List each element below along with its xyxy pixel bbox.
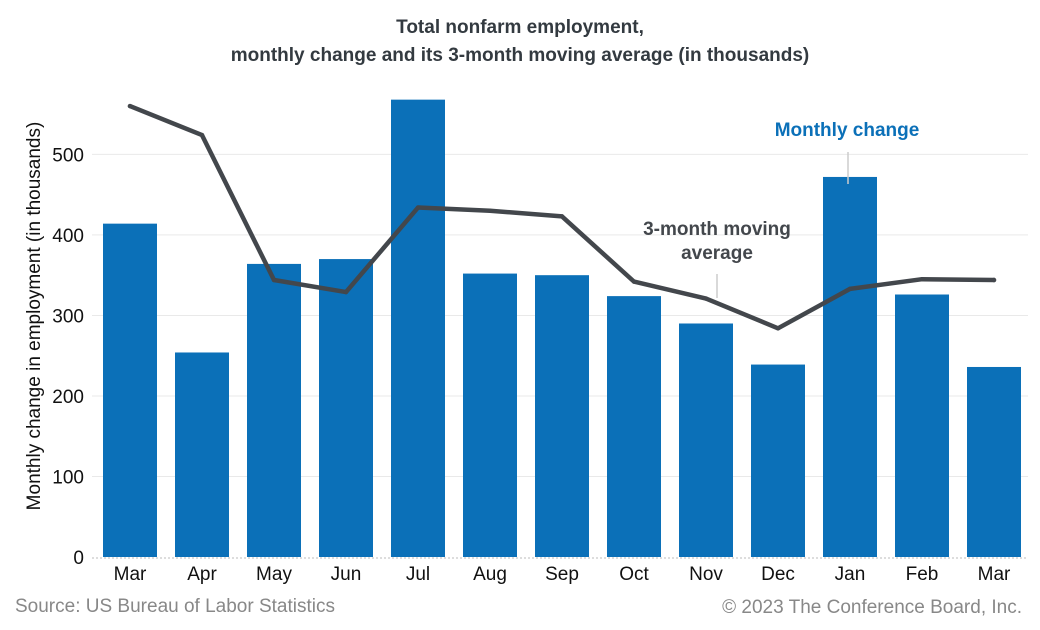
y-axis-ticks: 0 100 200 300 400 500 (52, 145, 84, 569)
moving-average-point-1 (199, 132, 205, 138)
x-tick-label-6: Sep (545, 564, 579, 585)
moving-average-series (127, 103, 997, 331)
x-tick-label-3: Jun (331, 564, 362, 585)
x-tick-label-0: Mar (114, 564, 147, 585)
x-tick-label-9: Dec (761, 564, 795, 585)
bar-jan-10 (823, 176, 877, 557)
moving-average-annotation-line-1: 3-month moving (643, 219, 791, 240)
monthly-change-annotation: Monthly change (775, 120, 920, 141)
moving-average-point-0 (127, 103, 133, 109)
bar-aug-5 (463, 273, 517, 557)
y-tick-label-300: 300 (52, 306, 84, 327)
bar-may-2 (247, 263, 301, 557)
moving-average-point-3 (343, 289, 349, 295)
y-tick-label-0: 0 (73, 548, 84, 569)
moving-average-annotation-line-2: average (681, 243, 753, 264)
x-tick-label-5: Aug (473, 564, 507, 585)
moving-average-point-12 (991, 277, 997, 283)
x-tick-label-12: Mar (978, 564, 1011, 585)
bar-oct-7 (607, 296, 661, 557)
moving-average-point-7 (631, 279, 637, 284)
moving-average-point-2 (271, 277, 277, 283)
moving-average-point-11 (919, 277, 925, 282)
bar-series (103, 99, 1021, 558)
moving-average-point-5 (487, 208, 493, 213)
bar-nov-8 (679, 323, 733, 557)
bar-apr-1 (175, 352, 229, 557)
bar-dec-9 (751, 364, 805, 557)
x-tick-label-1: Apr (187, 564, 217, 585)
moving-average-point-6 (559, 214, 565, 219)
x-tick-label-8: Nov (689, 564, 723, 585)
x-tick-label-4: Jul (406, 564, 430, 585)
chart-title-line-2: monthly change and its 3-month moving av… (231, 45, 810, 66)
y-axis-label: Monthly change in employment (in thousan… (24, 122, 45, 511)
bar-mar-0 (103, 223, 157, 557)
y-tick-label-100: 100 (52, 467, 84, 488)
bar-sep-6 (535, 275, 589, 557)
bar-feb-11 (895, 294, 949, 557)
x-axis-ticks: Mar Apr May Jun Jul Aug Sep Oct Nov Dec Jan Feb Mar (114, 564, 1011, 585)
moving-average-point-9 (775, 326, 781, 331)
x-tick-label-11: Feb (906, 564, 939, 585)
y-tick-label-400: 400 (52, 226, 84, 247)
bar-jun-3 (319, 259, 373, 557)
chart-title-line-1: Total nonfarm employment, (396, 17, 644, 38)
x-tick-label-7: Oct (619, 564, 649, 585)
moving-average-point-10 (847, 286, 853, 292)
x-tick-label-2: May (256, 564, 292, 585)
y-tick-label-200: 200 (52, 387, 84, 408)
copyright-note: © 2023 The Conference Board, Inc. (722, 597, 1022, 618)
source-note: Source: US Bureau of Labor Statistics (15, 596, 335, 617)
moving-average-point-8 (703, 296, 709, 301)
bar-jul-4 (391, 99, 445, 558)
y-tick-label-500: 500 (52, 145, 84, 166)
bar-mar-12 (967, 366, 1021, 557)
x-tick-label-10: Jan (835, 564, 866, 585)
moving-average-point-4 (415, 205, 421, 210)
